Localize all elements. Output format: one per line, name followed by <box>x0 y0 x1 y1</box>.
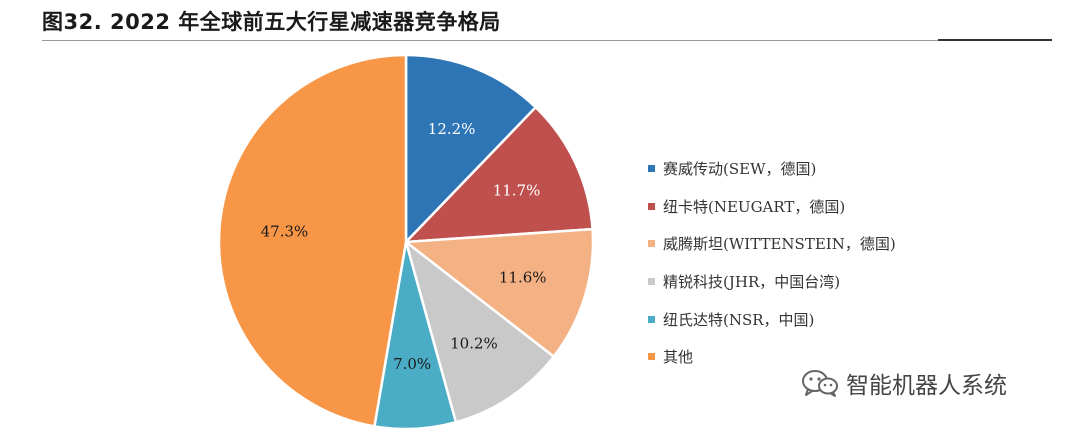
slice-value-label-5: 47.3% <box>261 223 309 241</box>
legend-label: 其他 <box>663 348 694 367</box>
legend-swatch <box>648 202 655 210</box>
legend-swatch <box>648 315 655 323</box>
pie-slice-1 <box>404 106 594 244</box>
legend-item-0: 赛威传动(SEW，德国) <box>648 150 896 188</box>
pie-slice-3 <box>404 240 556 424</box>
slice-value-label-0: 12.2% <box>428 120 476 138</box>
slice-value-label-2: 11.6% <box>499 269 547 287</box>
legend-label: 纽卡特(NEUGART，德国) <box>663 197 846 216</box>
legend-label: 威腾斯坦(WITTENSTEIN，德国) <box>663 235 896 254</box>
slice-value-label-3: 10.2% <box>450 334 498 352</box>
title-divider-accent <box>938 39 1052 41</box>
legend-item-4: 纽氏达特(NSR，中国) <box>648 300 896 338</box>
legend-item-1: 纽卡特(NEUGART，德国) <box>648 188 896 226</box>
legend-swatch <box>648 353 655 361</box>
watermark: 智能机器人系统 <box>800 366 1007 400</box>
legend-item-5: 其他 <box>648 338 896 376</box>
legend-item-3: 精锐科技(JHR，中国台湾) <box>648 263 896 301</box>
legend-swatch <box>648 240 655 248</box>
legend-swatch <box>648 278 655 286</box>
legend-swatch <box>648 165 655 173</box>
legend: 赛威传动(SEW，德国) 纽卡特(NEUGART，德国) 威腾斯坦(WITTENST… <box>648 150 896 376</box>
legend-label: 精锐科技(JHR，中国台湾) <box>663 273 841 292</box>
wechat-icon <box>802 370 838 397</box>
legend-item-2: 威腾斯坦(WITTENSTEIN，德国) <box>648 225 896 263</box>
pie-slice-2 <box>404 227 595 358</box>
slice-value-label-4: 7.0% <box>393 355 431 373</box>
legend-label: 赛威传动(SEW，德国) <box>663 160 817 179</box>
figure-title: 图32. 2022 年全球前五大行星减速器竞争格局 <box>42 10 501 34</box>
title-divider <box>42 40 1052 41</box>
pie-slice-5 <box>217 53 408 428</box>
legend-label: 纽氏达特(NSR，中国) <box>663 310 815 329</box>
pie-slice-0 <box>404 53 537 244</box>
watermark-text: 智能机器人系统 <box>846 373 1007 399</box>
slice-value-label-1: 11.7% <box>493 181 541 199</box>
